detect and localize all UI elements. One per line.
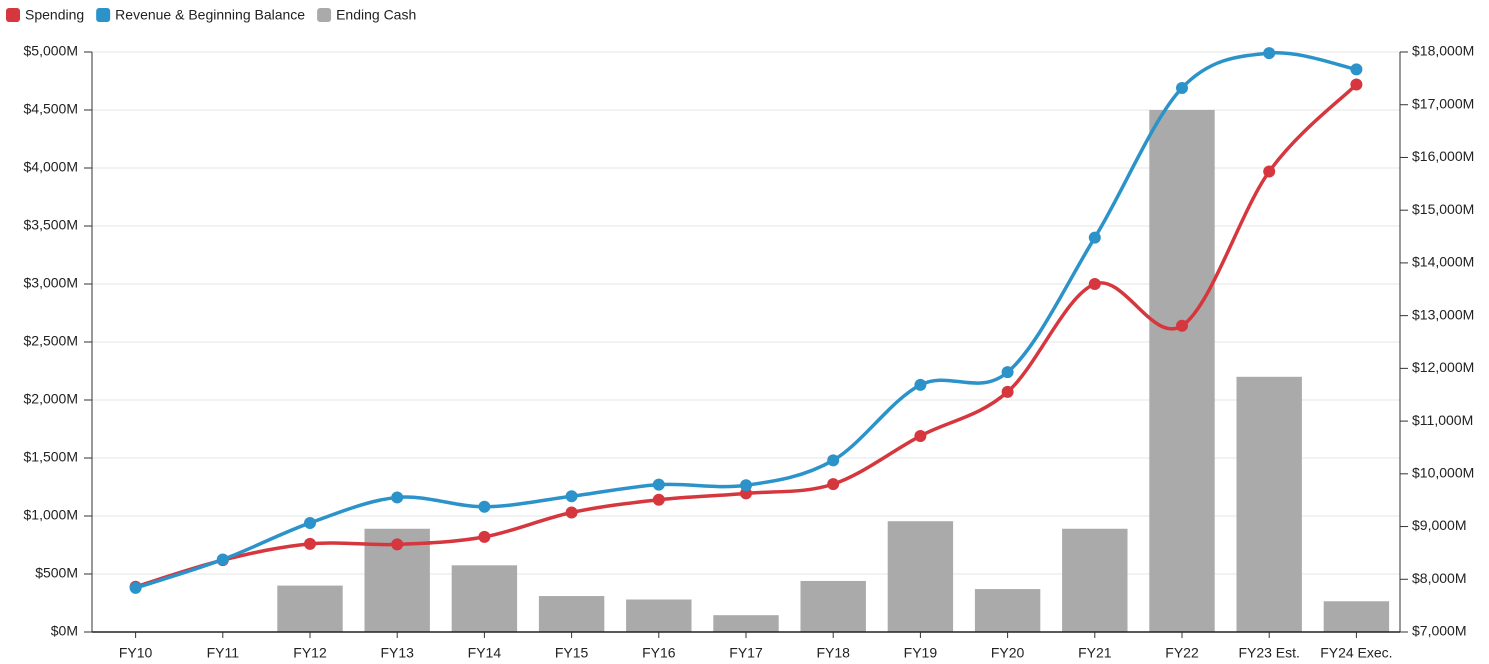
x-tick-label: FY21 (1078, 645, 1112, 661)
y-tick-label: $2,500M (24, 333, 78, 349)
point (1263, 47, 1276, 60)
bar (626, 599, 692, 632)
y-tick-label: $4,500M (24, 101, 78, 117)
bar (1062, 528, 1128, 632)
y-tick-label: $500M (35, 565, 78, 581)
point (914, 378, 927, 391)
bar (974, 589, 1041, 632)
y-tick-label: $1,500M (24, 449, 78, 465)
x-tick-label: FY14 (468, 645, 502, 661)
point (1350, 63, 1363, 76)
legend-swatch (6, 8, 20, 22)
x-tick-label: FY23 Est. (1238, 645, 1299, 661)
legend-label: Ending Cash (336, 7, 416, 23)
x-tick-label: FY24 Exec. (1320, 645, 1392, 661)
legend-item: Spending (6, 7, 84, 23)
y2-tick-label: $17,000M (1412, 95, 1474, 111)
x-tick-label: FY18 (816, 645, 850, 661)
point (740, 479, 752, 492)
point (652, 493, 665, 506)
point (565, 490, 578, 503)
point (478, 500, 491, 513)
x-tick-label: FY13 (380, 645, 414, 661)
point (1088, 278, 1101, 290)
point (216, 553, 229, 566)
y-tick-label: $3,500M (24, 217, 78, 233)
x-tick-label: FY22 (1165, 645, 1199, 661)
y2-tick-label: $14,000M (1412, 254, 1474, 270)
y2-tick-label: $8,000M (1412, 570, 1466, 586)
y2-tick-label: $15,000M (1412, 201, 1474, 217)
y-tick-label: $2,000M (24, 391, 78, 407)
y-tick-label: $4,000M (24, 159, 78, 175)
bar (538, 596, 605, 632)
y2-tick-label: $11,000M (1412, 412, 1473, 428)
point (391, 538, 404, 551)
point (565, 506, 578, 519)
x-tick-label: FY15 (555, 645, 589, 661)
y2-tick-label: $18,000M (1412, 43, 1474, 59)
x-tick-label: FY10 (119, 645, 153, 661)
point (129, 581, 142, 594)
y2-tick-label: $12,000M (1412, 359, 1474, 375)
legend-swatch (96, 8, 111, 22)
x-tick-label: FY20 (991, 645, 1025, 661)
point (1176, 81, 1188, 94)
point (1001, 366, 1014, 379)
legend-swatch (317, 8, 332, 22)
point (1088, 231, 1101, 244)
x-tick-label: FY19 (904, 645, 938, 661)
legend-label: Revenue & Beginning Balance (115, 7, 305, 23)
point (1350, 78, 1363, 91)
bar (1149, 110, 1215, 632)
legend-item: Revenue & Beginning Balance (96, 7, 305, 23)
legend-label: Spending (25, 7, 84, 23)
bar (713, 615, 779, 632)
x-tick-label: FY16 (642, 645, 676, 661)
bar (451, 565, 518, 632)
bar (277, 585, 343, 632)
y2-tick-label: $13,000M (1412, 306, 1474, 322)
x-tick-label: FY12 (293, 645, 327, 661)
point (1263, 165, 1276, 178)
point (1176, 319, 1188, 332)
bar (887, 521, 954, 632)
point (652, 478, 665, 491)
x-tick-label: FY11 (207, 645, 240, 661)
point (914, 429, 927, 442)
y2-tick-label: $9,000M (1412, 517, 1466, 533)
legend-item: Ending Cash (317, 7, 416, 23)
y2-tick-label: $7,000M (1412, 623, 1466, 639)
point (1001, 385, 1014, 398)
y2-tick-label: $16,000M (1412, 148, 1474, 164)
line (135, 51, 1357, 590)
point (391, 491, 404, 504)
point (478, 530, 491, 543)
y-tick-label: $0M (51, 623, 78, 639)
bar (1236, 376, 1302, 632)
point (304, 516, 316, 529)
point (304, 537, 316, 550)
y-tick-label: $3,000M (24, 275, 78, 291)
bar (1323, 601, 1390, 632)
bar (800, 580, 866, 632)
y-tick-label: $5,000M (24, 43, 78, 59)
x-tick-label: FY17 (729, 645, 763, 661)
point (827, 478, 840, 491)
y2-tick-label: $10,000M (1412, 465, 1474, 481)
point (827, 454, 840, 467)
y-tick-label: $1,000M (24, 507, 78, 523)
